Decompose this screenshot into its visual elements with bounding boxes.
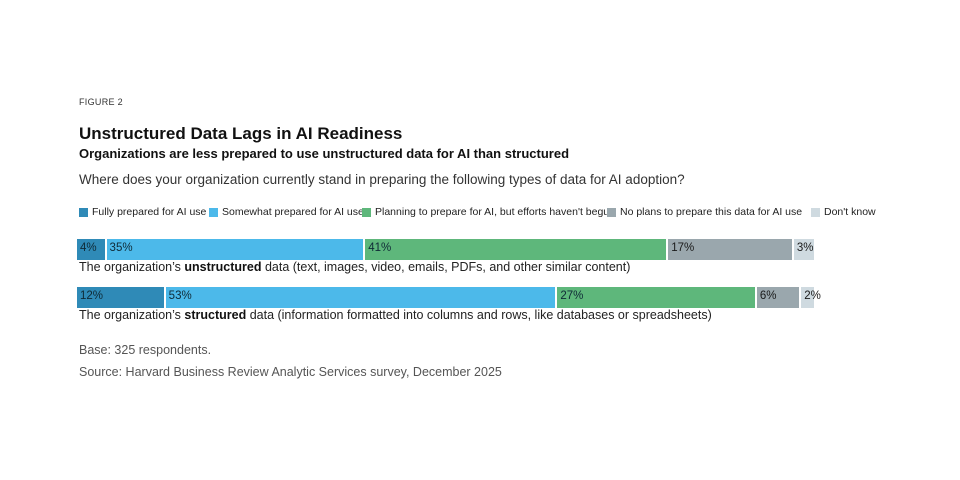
bar-value-label: 35%: [109, 242, 133, 254]
bar-segment-no-plans: 17%: [668, 239, 792, 260]
legend-item-planning: Planning to prepare for AI, but efforts …: [362, 206, 615, 218]
bar-segment-no-plans: 6%: [756, 287, 800, 308]
legend-label: Don't know: [824, 206, 876, 218]
bar-segment-dont-know: 2%: [801, 287, 821, 308]
bar-segment-somewhat-prepared: 53%: [165, 287, 556, 308]
caption-suffix: data (information formatted into columns…: [246, 308, 712, 322]
bar-value-label: 27%: [560, 290, 584, 302]
bar-caption-structured: The organization’s structured data (info…: [79, 308, 712, 322]
legend-item-no-plans: No plans to prepare this data for AI use: [607, 206, 802, 218]
source-note: Source: Harvard Business Review Analytic…: [79, 365, 502, 379]
figure-label: FIGURE 2: [79, 97, 123, 107]
legend-item-somewhat-prepared: Somewhat prepared for AI use: [209, 206, 364, 218]
bar-value-label: 6%: [759, 290, 777, 302]
bar-segment-somewhat-prepared: 35%: [106, 239, 364, 260]
legend-swatch: [79, 207, 88, 217]
bar-value-label: 17%: [671, 242, 695, 254]
bar-value-label: 12%: [80, 290, 104, 302]
legend-label: Fully prepared for AI use: [92, 206, 207, 218]
base-note: Base: 325 respondents.: [79, 343, 212, 357]
bar-segment-planning: 27%: [557, 287, 755, 308]
caption-bold: unstructured: [184, 260, 262, 274]
legend-item-fully-prepared: Fully prepared for AI use: [79, 206, 206, 218]
bar-segment-planning: 41%: [365, 239, 667, 260]
bar-value-label: 2%: [804, 290, 821, 302]
caption-prefix: The organization’s: [79, 308, 185, 322]
chart-subtitle: Organizations are less prepared to use u…: [79, 146, 570, 161]
legend-label: No plans to prepare this data for AI use: [620, 206, 803, 218]
caption-bold: structured: [184, 308, 247, 322]
bar-segment-fully-prepared: 4%: [77, 239, 105, 260]
legend-label: Planning to prepare for AI, but efforts …: [375, 206, 615, 218]
caption-prefix: The organization’s: [79, 260, 185, 274]
chart-title: Unstructured Data Lags in AI Readiness: [79, 124, 403, 143]
legend-swatch: [811, 207, 820, 217]
bar-caption-unstructured: The organization’s unstructured data (te…: [79, 260, 630, 274]
bar-value-label: 4%: [80, 242, 97, 254]
legend-swatch: [362, 207, 371, 217]
bar-value-label: 41%: [368, 242, 392, 254]
bar-segment-dont-know: 3%: [793, 239, 814, 260]
legend-swatch: [607, 207, 616, 217]
bar-value-label: 3%: [796, 242, 814, 254]
survey-question: Where does your organization currently s…: [79, 172, 685, 187]
caption-suffix: data (text, images, video, emails, PDFs,…: [261, 260, 631, 274]
bar-segment-fully-prepared: 12%: [77, 287, 164, 308]
bar-value-label: 53%: [168, 290, 192, 302]
legend-label: Somewhat prepared for AI use: [222, 206, 364, 218]
legend-item-dont-know: Don't know: [811, 206, 876, 218]
legend-swatch: [209, 207, 218, 217]
